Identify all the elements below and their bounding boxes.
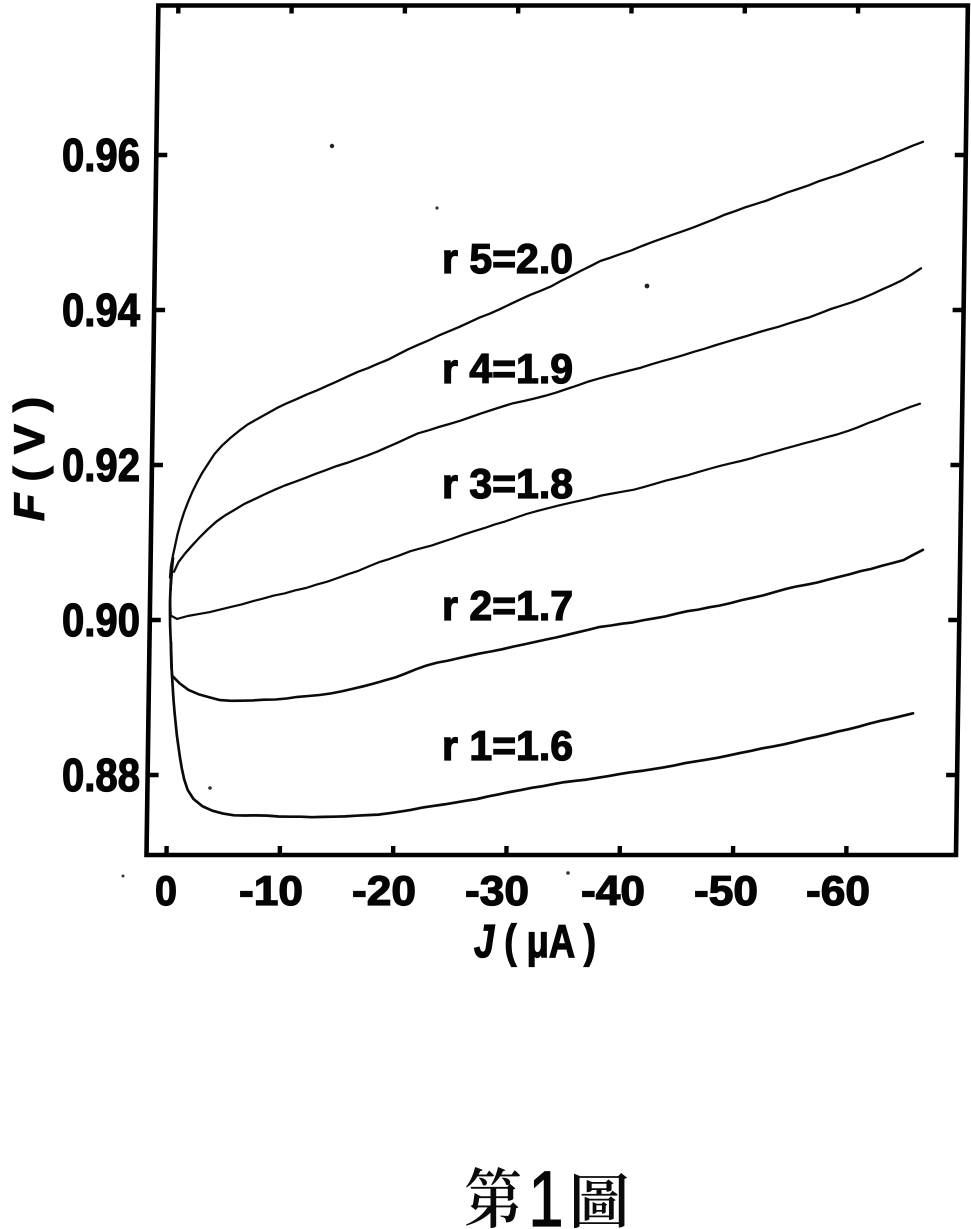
- svg-text:0.88: 0.88: [62, 749, 140, 801]
- svg-text:F ( V ): F ( V ): [6, 397, 54, 521]
- svg-text:-60: -60: [806, 867, 870, 914]
- svg-text:0.94: 0.94: [62, 284, 140, 336]
- svg-text:0.90: 0.90: [62, 594, 140, 646]
- svg-text:1: 1: [528, 1155, 563, 1229]
- svg-text:-50: -50: [694, 867, 758, 914]
- svg-text:r 2=1.7: r 2=1.7: [442, 582, 573, 629]
- svg-text:r 1=1.6: r 1=1.6: [442, 722, 573, 769]
- svg-text:-30: -30: [465, 867, 529, 914]
- svg-text:-40: -40: [581, 867, 645, 914]
- svg-text:0.92: 0.92: [62, 439, 140, 491]
- svg-text:0.96: 0.96: [62, 129, 140, 181]
- svg-text:-10: -10: [239, 867, 303, 914]
- svg-text:0: 0: [155, 867, 177, 914]
- svg-text:r 3=1.8: r 3=1.8: [442, 460, 573, 507]
- svg-text:-20: -20: [352, 867, 416, 914]
- svg-text:r 4=1.9: r 4=1.9: [442, 345, 573, 392]
- svg-text:J ( μA ): J ( μA ): [474, 915, 596, 967]
- svg-text:r 5=2.0: r 5=2.0: [442, 235, 573, 282]
